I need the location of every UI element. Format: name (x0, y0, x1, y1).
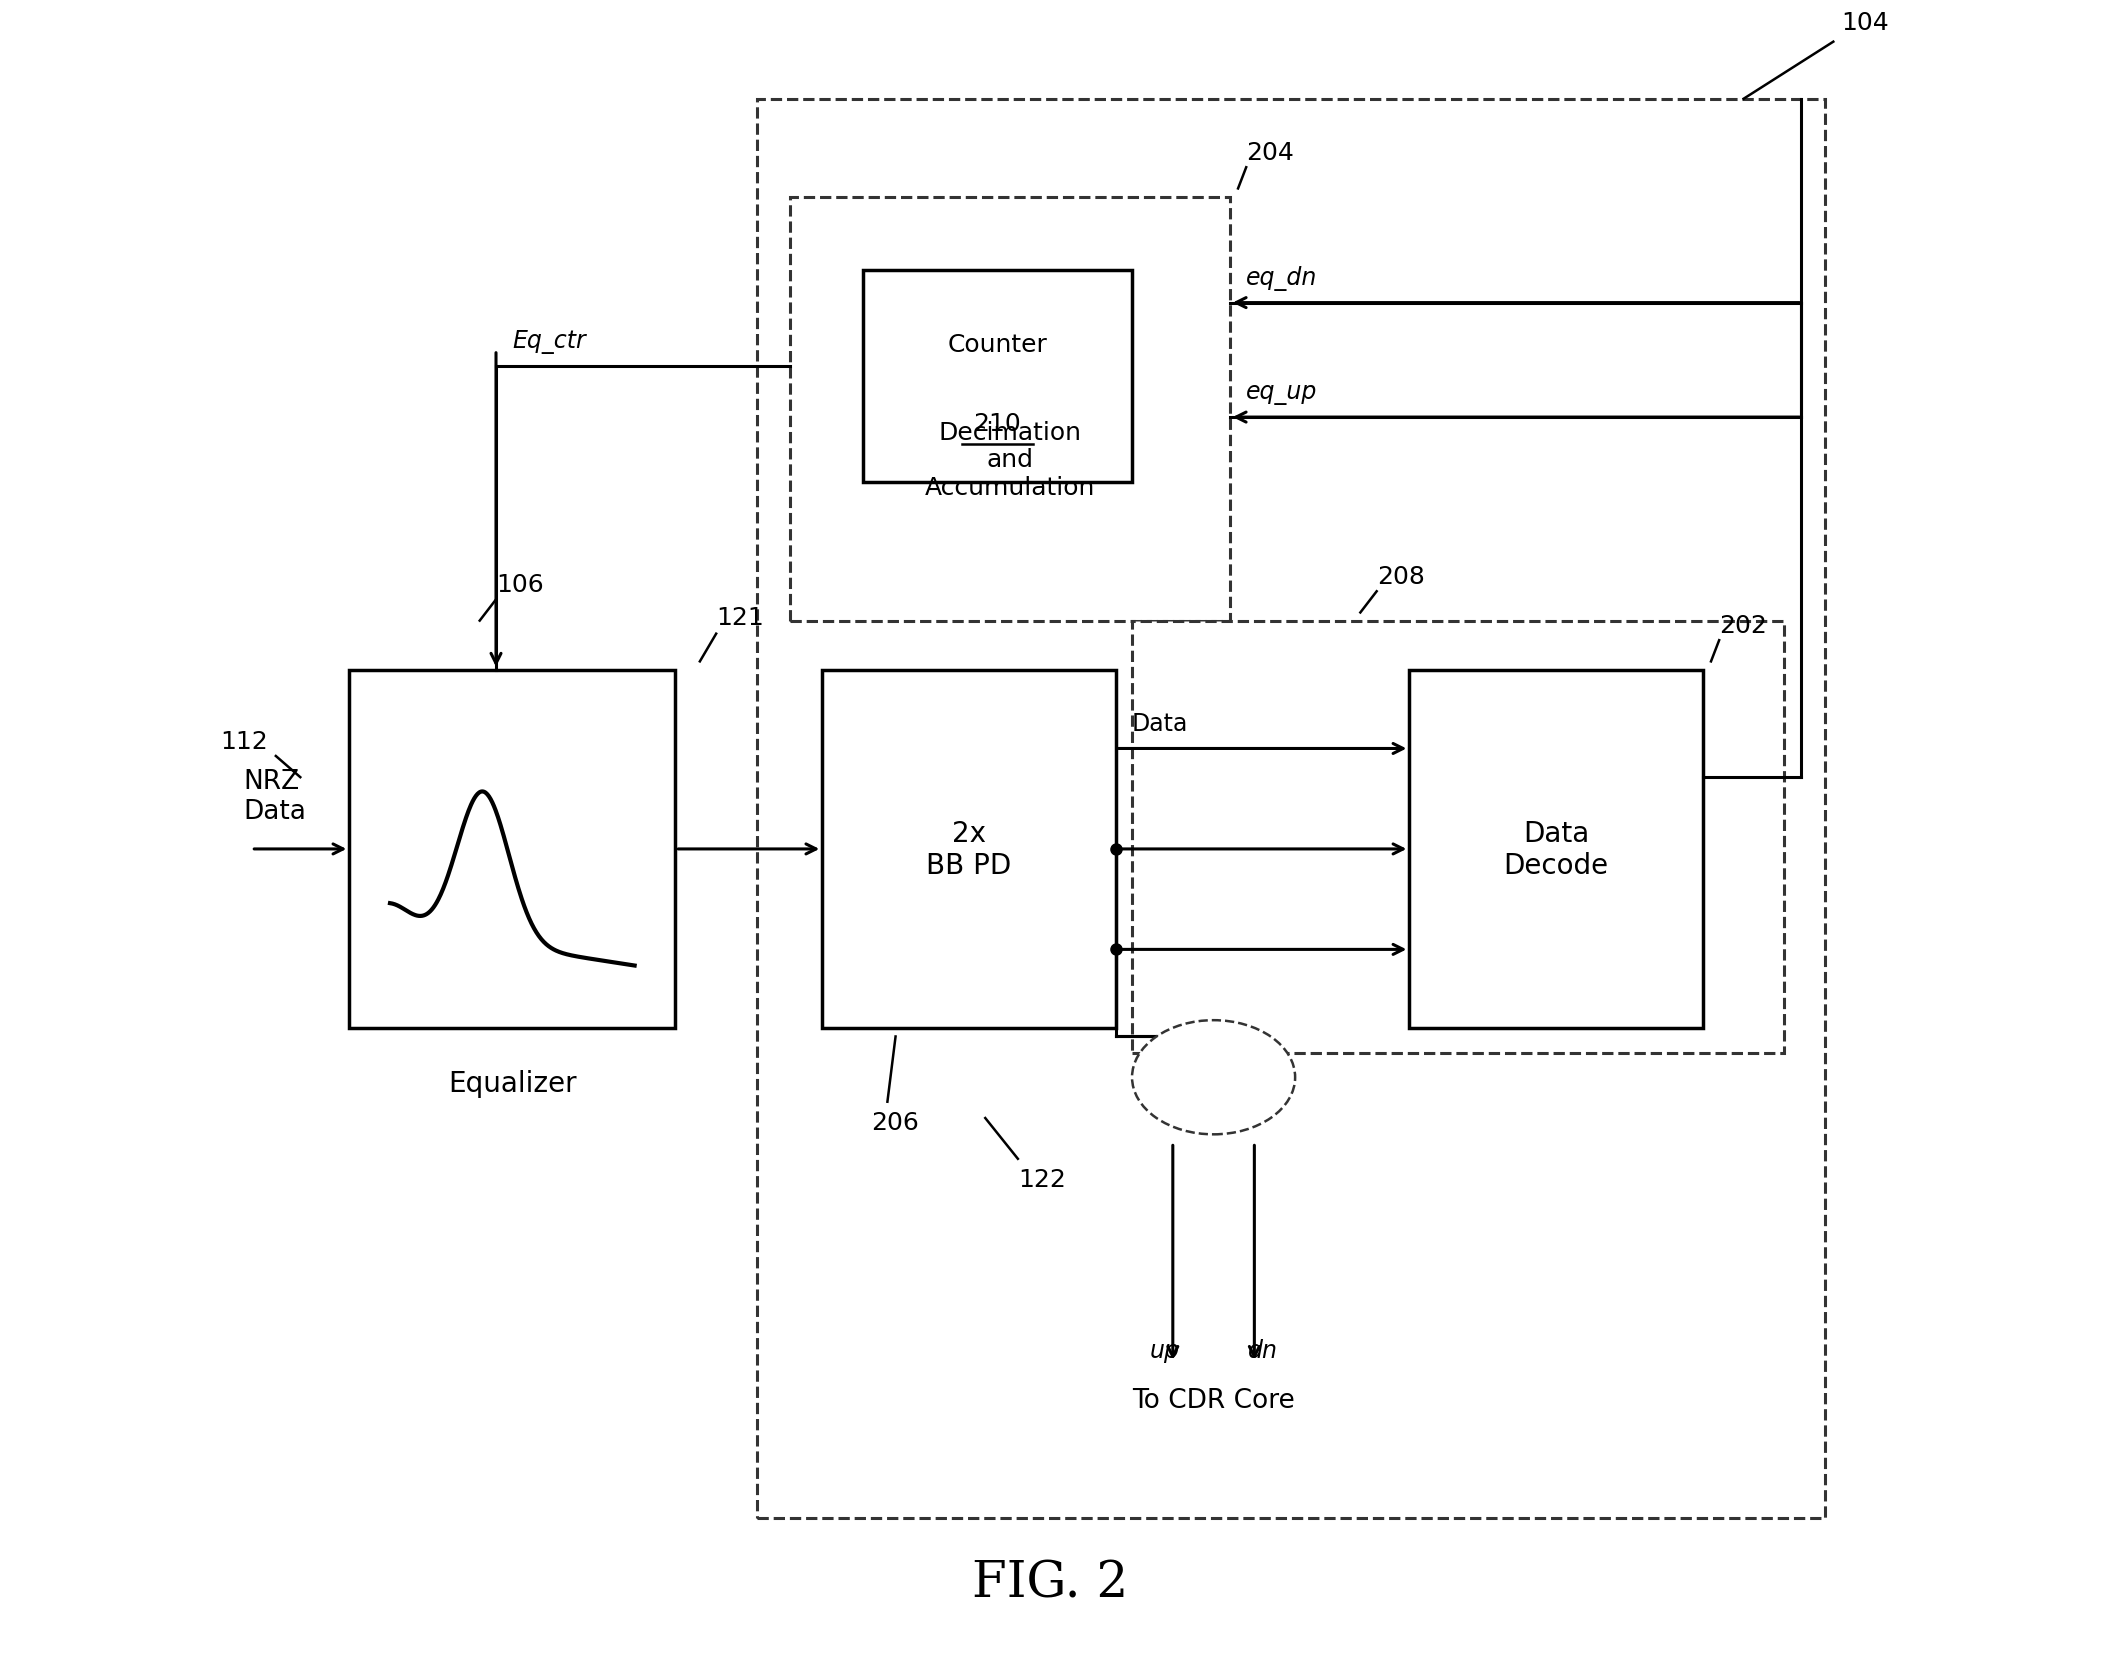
FancyBboxPatch shape (1132, 621, 1784, 1053)
Text: 2x
BB PD: 2x BB PD (927, 819, 1011, 879)
Ellipse shape (1132, 1021, 1294, 1135)
Text: Equalizer: Equalizer (448, 1069, 576, 1097)
Text: 204: 204 (1246, 141, 1294, 166)
Text: eq_up: eq_up (1246, 381, 1317, 405)
Text: To CDR Core: To CDR Core (1132, 1387, 1294, 1413)
Text: Decimation
and
Accumulation: Decimation and Accumulation (924, 420, 1095, 500)
Text: 104: 104 (1840, 10, 1889, 35)
Text: Data
Decode: Data Decode (1504, 819, 1609, 879)
Text: up: up (1149, 1339, 1179, 1362)
Text: 208: 208 (1376, 564, 1424, 589)
Text: Data: Data (1132, 712, 1189, 736)
Text: 202: 202 (1719, 614, 1767, 637)
Text: 112: 112 (221, 730, 267, 753)
Text: 121: 121 (716, 606, 765, 629)
Text: dn: dn (1248, 1339, 1277, 1362)
FancyBboxPatch shape (756, 99, 1826, 1518)
Text: eq_dn: eq_dn (1246, 265, 1317, 290)
FancyBboxPatch shape (1410, 670, 1702, 1029)
Text: Counter: Counter (948, 333, 1048, 357)
Text: 122: 122 (1017, 1167, 1065, 1192)
Text: Eq_ctr: Eq_ctr (513, 329, 586, 354)
FancyBboxPatch shape (821, 670, 1116, 1029)
FancyBboxPatch shape (864, 271, 1132, 483)
Text: 210: 210 (973, 412, 1021, 435)
Text: NRZ
Data: NRZ Data (244, 770, 307, 824)
Text: 206: 206 (872, 1111, 918, 1134)
Text: 106: 106 (496, 573, 544, 597)
FancyBboxPatch shape (349, 670, 674, 1029)
FancyBboxPatch shape (790, 197, 1229, 621)
Text: FIG. 2: FIG. 2 (973, 1557, 1128, 1607)
